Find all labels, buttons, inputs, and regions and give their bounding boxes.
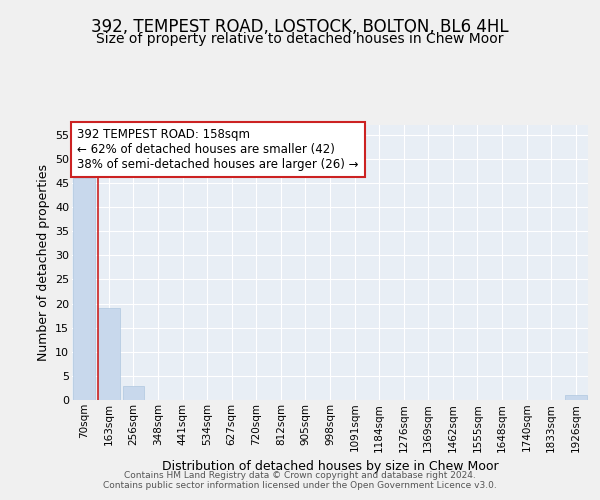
Text: 392 TEMPEST ROAD: 158sqm
← 62% of detached houses are smaller (42)
38% of semi-d: 392 TEMPEST ROAD: 158sqm ← 62% of detach… — [77, 128, 359, 171]
Text: Contains HM Land Registry data © Crown copyright and database right 2024.
Contai: Contains HM Land Registry data © Crown c… — [103, 470, 497, 490]
Bar — [122, 386, 144, 400]
Y-axis label: Number of detached properties: Number of detached properties — [37, 164, 50, 361]
Text: 392, TEMPEST ROAD, LOSTOCK, BOLTON, BL6 4HL: 392, TEMPEST ROAD, LOSTOCK, BOLTON, BL6 … — [91, 18, 509, 36]
X-axis label: Distribution of detached houses by size in Chew Moor: Distribution of detached houses by size … — [161, 460, 499, 473]
Text: Size of property relative to detached houses in Chew Moor: Size of property relative to detached ho… — [96, 32, 504, 46]
Bar — [98, 308, 119, 400]
Bar — [565, 395, 587, 400]
Bar — [73, 178, 95, 400]
